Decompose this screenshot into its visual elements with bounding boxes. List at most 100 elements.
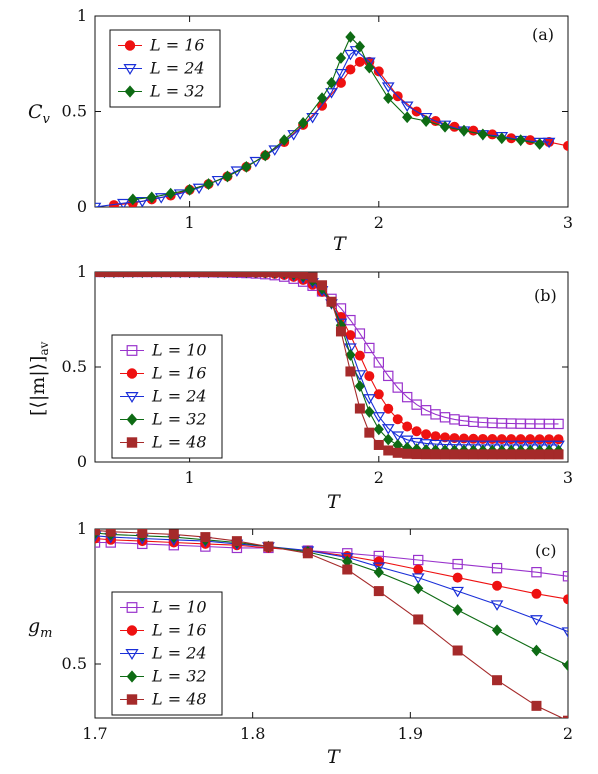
- data-point: [342, 564, 353, 575]
- ylabel-c-sub: m: [40, 626, 52, 641]
- data-point: [485, 440, 499, 452]
- data-point: [487, 129, 498, 140]
- series-line: [95, 541, 568, 577]
- data-point: [383, 403, 394, 414]
- data-point: [391, 431, 405, 442]
- data-point: [200, 532, 211, 543]
- data-point: [452, 558, 463, 570]
- legend-item: L = 32: [118, 82, 205, 101]
- ylabel-c-main: g: [28, 615, 40, 637]
- legend: L = 10 L = 16 L = 24 L = 32 L = 48: [111, 591, 223, 716]
- y-tick-label: 0: [77, 452, 87, 471]
- data-point: [345, 366, 356, 377]
- panel-b: 1 2 3 0 0.5 1 L = 10 L = 16 L = 24 L = 32 L = 48 T…: [27, 262, 573, 513]
- data-point: [402, 421, 413, 432]
- data-point: [392, 382, 403, 393]
- x-tick-label: 3: [563, 468, 573, 487]
- ylabel-b-sub: av: [37, 341, 51, 355]
- xlabel-a: T: [333, 233, 347, 255]
- data-point: [194, 272, 205, 278]
- panel-label-a: (a): [532, 25, 554, 44]
- legend-marker: [126, 345, 138, 356]
- data-point: [99, 272, 110, 277]
- data-point: [514, 440, 528, 452]
- data-point: [354, 350, 365, 361]
- data-point: [476, 440, 490, 452]
- data-point: [496, 434, 507, 445]
- data-point: [525, 434, 536, 445]
- legend-item: L = 24: [118, 59, 205, 78]
- data-point: [477, 128, 488, 141]
- legend-label: L = 24: [151, 644, 207, 663]
- data-point: [492, 580, 503, 591]
- data-point: [533, 440, 546, 452]
- data-point: [451, 586, 464, 598]
- data-point: [381, 424, 395, 435]
- data-point: [156, 272, 167, 277]
- data-point: [563, 594, 568, 605]
- data-point: [530, 615, 543, 626]
- series-L-10: [95, 537, 568, 582]
- data-point: [353, 370, 367, 381]
- y-tick-label: 0.5: [62, 102, 87, 121]
- series-group: [95, 529, 568, 718]
- data-point: [335, 326, 346, 337]
- data-point: [373, 423, 384, 436]
- data-point: [165, 272, 176, 277]
- data-point: [373, 357, 385, 368]
- data-point: [400, 101, 414, 112]
- data-point: [279, 272, 290, 278]
- data-point: [184, 272, 195, 278]
- data-point: [544, 449, 555, 460]
- data-point: [127, 272, 138, 277]
- data-point: [553, 418, 564, 430]
- data-point: [222, 272, 233, 278]
- data-point: [354, 328, 366, 339]
- data-point: [364, 61, 375, 74]
- data-point: [515, 134, 526, 147]
- data-point: [135, 196, 149, 207]
- data-point: [506, 434, 517, 445]
- data-point: [419, 439, 433, 450]
- data-point: [354, 40, 366, 53]
- data-point: [411, 573, 425, 584]
- panel-label-c: (c): [535, 541, 556, 560]
- legend-label: L = 24: [151, 387, 207, 406]
- data-point: [449, 449, 460, 460]
- data-point: [127, 193, 138, 206]
- series-L-48: [95, 272, 564, 460]
- data-point: [118, 272, 129, 277]
- x-tick-label: 1.9: [398, 724, 423, 743]
- data-point: [364, 427, 375, 438]
- data-point: [534, 449, 545, 460]
- xlabel-c: T: [327, 746, 341, 768]
- data-point: [421, 449, 432, 460]
- axes-frame: [94, 528, 569, 719]
- y-tick-label: 1: [77, 519, 87, 538]
- data-point: [487, 434, 498, 445]
- legend-marker: [125, 392, 139, 403]
- data-point: [468, 433, 479, 444]
- data-point: [260, 272, 271, 278]
- legend-item: L = 16: [120, 621, 207, 640]
- data-point: [492, 675, 503, 686]
- data-point: [154, 193, 168, 204]
- y-tick-label: 1: [77, 262, 87, 281]
- ylabel-b-main: [⟨|m|⟩]: [27, 356, 49, 416]
- legend-marker: [124, 40, 136, 51]
- data-point: [298, 272, 309, 280]
- x-tick-label: 1.8: [240, 724, 265, 743]
- data-point: [392, 447, 403, 458]
- data-point: [373, 66, 384, 77]
- data-point: [184, 183, 195, 196]
- data-point: [458, 433, 469, 444]
- legend-item: L = 10: [120, 341, 207, 360]
- data-point: [165, 187, 176, 200]
- legend-label: L = 16: [151, 364, 207, 383]
- data-point: [326, 76, 337, 89]
- data-point: [542, 440, 556, 452]
- data-point: [241, 160, 252, 173]
- data-point: [105, 529, 116, 537]
- x-tick-label: 2: [374, 213, 384, 232]
